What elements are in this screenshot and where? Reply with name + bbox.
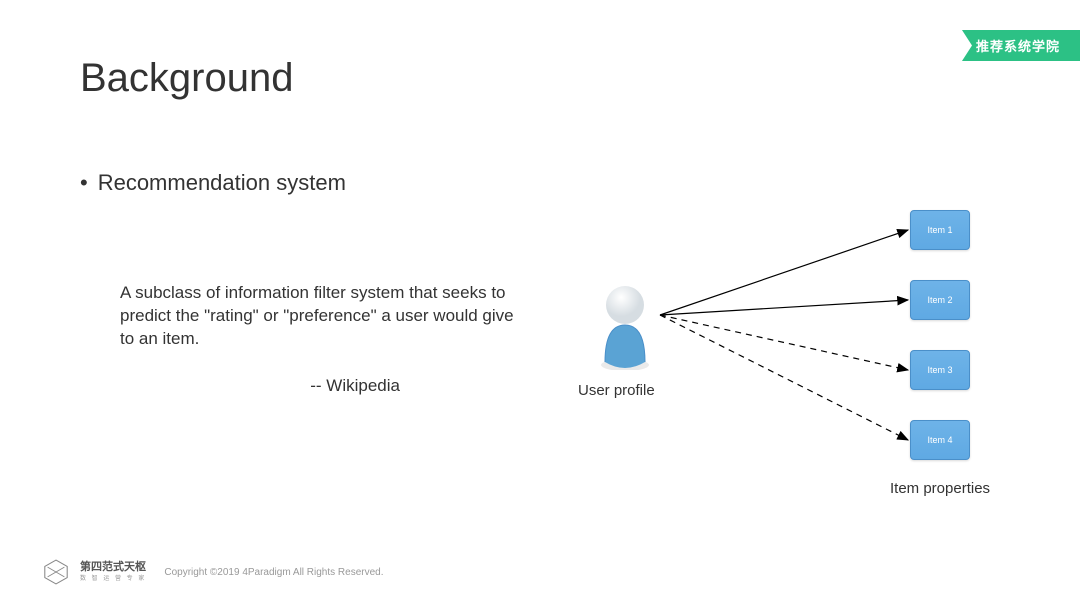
arrow-3	[660, 315, 908, 370]
item-box-3: Item 3	[910, 350, 970, 390]
bullet-heading: Recommendation system	[80, 170, 346, 196]
user-profile-label: User profile	[578, 382, 655, 399]
copyright-text: Copyright ©2019 4Paradigm All Rights Res…	[164, 567, 383, 578]
brand-text: 第四范式天枢 数 智 运 营 专 家	[80, 562, 146, 582]
quote-text: A subclass of information filter system …	[120, 282, 520, 351]
ribbon-badge: 推荐系统学院	[962, 30, 1080, 61]
slide: 推荐系统学院 Background Recommendation system …	[0, 0, 1080, 604]
slide-title: Background	[80, 56, 293, 101]
recommendation-diagram: User profile Item 1 Item 2 Item 3 Item 4 It…	[560, 200, 1030, 510]
user-icon	[590, 270, 660, 370]
arrow-4	[660, 315, 908, 440]
item-properties-label: Item properties	[890, 480, 990, 497]
item-box-1: Item 1	[910, 210, 970, 250]
brand-logo-icon	[42, 558, 70, 586]
brand-name: 第四范式天枢	[80, 562, 146, 573]
brand-subtitle: 数 智 运 营 专 家	[80, 573, 146, 582]
item-box-4: Item 4	[910, 420, 970, 460]
item-box-2: Item 2	[910, 280, 970, 320]
quote-attribution: -- Wikipedia	[120, 376, 400, 396]
footer: 第四范式天枢 数 智 运 营 专 家 Copyright ©2019 4Para…	[42, 558, 384, 586]
